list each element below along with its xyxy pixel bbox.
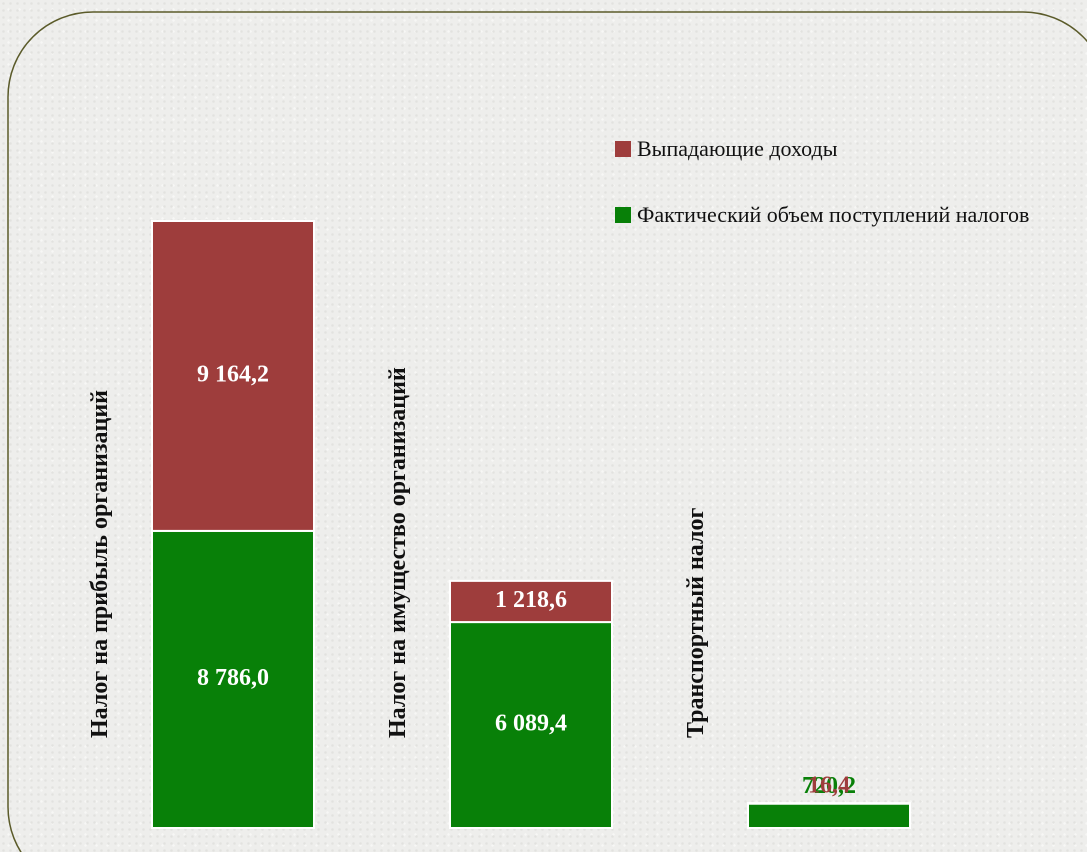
legend-swatch — [615, 207, 631, 223]
value-label: 9 164,2 — [197, 361, 269, 387]
bar-segment — [151, 220, 315, 532]
category-label: Налог на имущество организаций — [385, 367, 411, 738]
bar-segment — [151, 529, 315, 830]
category-label: Транспортный налог — [683, 508, 709, 738]
value-label: 720,2 — [802, 773, 856, 799]
value-label: 6 089,4 — [495, 711, 567, 737]
value-label: 8 786,0 — [197, 665, 269, 691]
bar-segment — [449, 621, 613, 830]
legend-label: Выпадающие доходы — [637, 136, 838, 161]
bar-segment — [747, 802, 911, 805]
legend-swatch — [615, 141, 631, 157]
value-label: 16,4 — [808, 773, 850, 799]
bar-segment — [747, 802, 911, 829]
value-label: 1 218,6 — [495, 587, 567, 613]
frame — [7, 11, 1087, 852]
legend-item: Фактический объем поступлений налогов — [615, 198, 1065, 232]
category-label: Налог на прибыль организаций — [87, 390, 113, 738]
legend-label: Фактический объем поступлений налогов — [637, 202, 1030, 227]
legend-item: Выпадающие доходы — [615, 132, 1065, 166]
bar-segment — [449, 579, 613, 624]
